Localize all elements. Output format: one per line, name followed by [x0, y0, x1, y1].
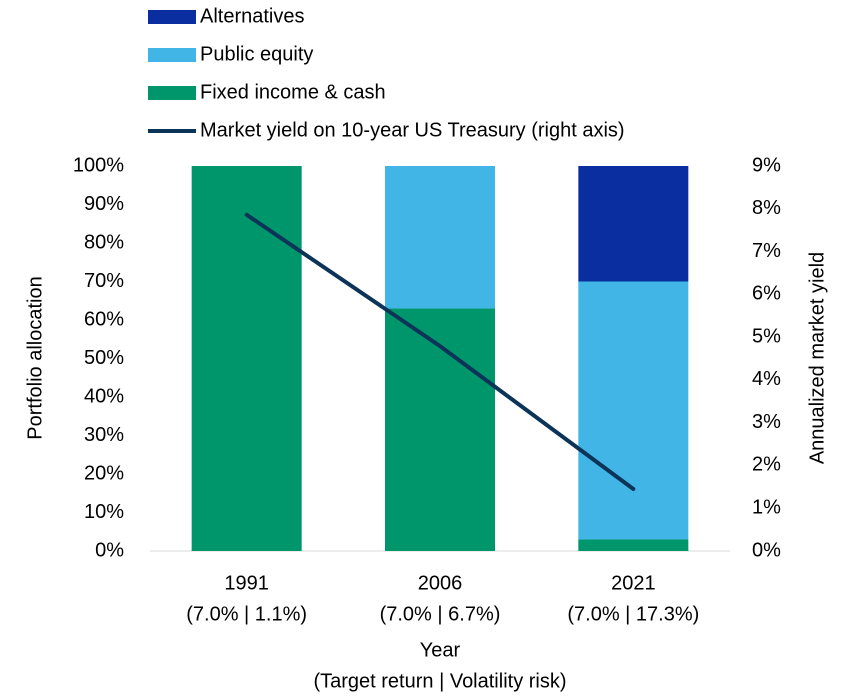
- y2-tick-label: 5%: [752, 325, 781, 347]
- y-tick-label: 20%: [84, 462, 124, 484]
- legend-swatch: [148, 86, 196, 100]
- y-tick-label: 50%: [84, 347, 124, 369]
- y-tick-label: 100%: [73, 154, 124, 176]
- legend-label: Alternatives: [200, 5, 305, 27]
- legend-swatch: [148, 10, 196, 24]
- bar-segment: [385, 166, 495, 309]
- bar-segment: [578, 539, 689, 551]
- y2-tick-label: 9%: [752, 154, 781, 176]
- y-tick-label: 80%: [84, 231, 124, 253]
- x-axis-label: (Target return | Volatility risk): [313, 670, 566, 692]
- legend-label: Public equity: [200, 43, 313, 65]
- legend-swatch: [148, 48, 196, 62]
- y-tick-label: 60%: [84, 308, 124, 330]
- y2-tick-label: 6%: [752, 283, 781, 305]
- y2-tick-label: 8%: [752, 197, 781, 219]
- bar-segment: [578, 281, 689, 540]
- y2-tick-label: 4%: [752, 368, 781, 390]
- x-tick-label: 2006: [418, 572, 463, 594]
- y2-tick-label: 0%: [752, 539, 781, 561]
- y-tick-label: 30%: [84, 424, 124, 446]
- line-series: [244, 212, 636, 491]
- x-tick-label: 2021: [611, 572, 656, 594]
- bar-segment: [191, 166, 302, 551]
- x-axis-label: Year: [420, 639, 461, 661]
- y-tick-label: 90%: [84, 193, 124, 215]
- legend-label: Fixed income & cash: [200, 81, 386, 103]
- y-tick-label: 40%: [84, 385, 124, 407]
- y2-tick-label: 2%: [752, 454, 781, 476]
- y2-axis-label: Annualized market yield: [806, 252, 828, 464]
- bar-segment: [578, 166, 689, 282]
- y-tick-label: 10%: [84, 501, 124, 523]
- x-tick-label: (7.0% | 17.3%): [567, 603, 699, 625]
- x-tick-label: 1991: [224, 572, 269, 594]
- y-tick-label: 70%: [84, 270, 124, 292]
- x-tick-label: (7.0% | 6.7%): [380, 603, 501, 625]
- legend-label: Market yield on 10-year US Treasury (rig…: [200, 119, 625, 141]
- bar-segment: [385, 308, 495, 551]
- y-axis-label: Portfolio allocation: [24, 276, 46, 439]
- x-tick-label: (7.0% | 1.1%): [186, 603, 307, 625]
- y-tick-label: 0%: [95, 539, 124, 561]
- y2-tick-label: 3%: [752, 411, 781, 433]
- y2-tick-label: 7%: [752, 240, 781, 262]
- y2-tick-label: 1%: [752, 497, 781, 519]
